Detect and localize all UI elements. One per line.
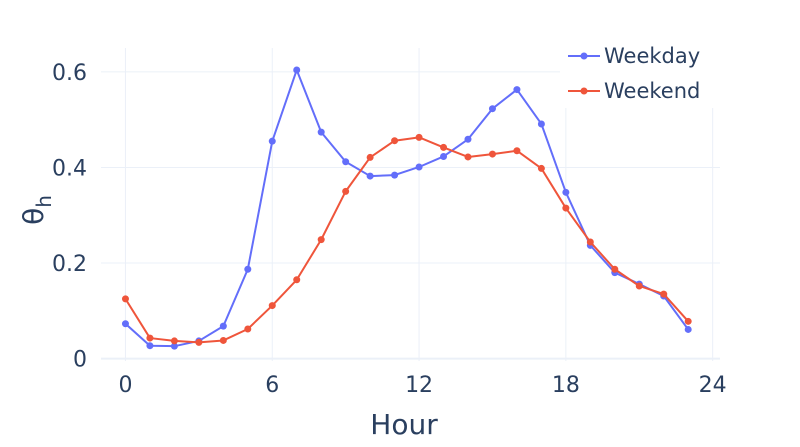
series-layer — [121, 66, 692, 350]
data-point — [293, 66, 301, 74]
data-point — [464, 153, 472, 161]
data-point — [488, 150, 496, 158]
legend-marker — [580, 87, 588, 95]
data-point — [268, 302, 276, 310]
data-point — [611, 265, 619, 273]
data-point — [317, 128, 325, 136]
data-point — [366, 153, 374, 161]
data-point — [440, 143, 448, 151]
data-point — [660, 290, 668, 298]
data-point — [537, 120, 545, 128]
data-point — [342, 187, 350, 195]
series-weekday — [121, 66, 692, 350]
data-point — [513, 147, 521, 155]
series-line — [124, 136, 689, 344]
x-tick-label: 6 — [265, 373, 279, 398]
legend-label: Weekday — [604, 44, 700, 68]
data-point — [684, 325, 692, 333]
y-tick-label: 0.6 — [52, 61, 87, 86]
y-tick-label: 0 — [73, 348, 87, 373]
data-point — [586, 238, 594, 246]
data-point — [146, 342, 154, 350]
legend-background — [560, 36, 725, 108]
series-weekend — [121, 133, 692, 346]
data-point — [391, 137, 399, 145]
data-point — [684, 317, 692, 325]
legend-item-weekend[interactable]: Weekend — [568, 79, 700, 103]
x-tick-label: 24 — [699, 373, 727, 398]
data-point — [219, 336, 227, 344]
x-axis-title: Hour — [370, 408, 438, 441]
data-point — [366, 172, 374, 180]
legend-marker — [580, 52, 588, 60]
y-axis-title: θh — [17, 195, 56, 225]
data-point — [121, 295, 129, 303]
x-tick-label: 12 — [405, 373, 433, 398]
data-point — [146, 334, 154, 342]
data-point — [415, 133, 423, 141]
y-tick-label: 0.2 — [52, 252, 87, 277]
data-point — [244, 325, 252, 333]
data-point — [562, 188, 570, 196]
y-axis-title-sub: h — [32, 195, 56, 208]
data-point — [268, 137, 276, 145]
legend-item-weekday[interactable]: Weekday — [568, 44, 700, 68]
data-point — [513, 86, 521, 94]
data-point — [464, 135, 472, 143]
series-line — [124, 68, 690, 348]
data-point — [121, 320, 129, 328]
data-point — [562, 204, 570, 212]
y-tick-label: 0.4 — [52, 156, 87, 181]
y-axis-title-main: θ — [17, 208, 50, 225]
x-tick-label: 18 — [552, 373, 580, 398]
x-tick-label: 0 — [118, 373, 132, 398]
tick-labels: 0 6 12 18 24 0 0.2 0.4 0.6 — [52, 61, 727, 398]
data-point — [244, 265, 252, 273]
data-point — [317, 236, 325, 244]
data-point — [488, 105, 496, 113]
data-point — [195, 338, 203, 346]
legend-label: Weekend — [604, 79, 700, 103]
data-point — [170, 342, 178, 350]
legend[interactable]: Weekday Weekend — [560, 36, 725, 108]
data-point — [635, 282, 643, 290]
data-point — [391, 171, 399, 179]
data-point — [170, 337, 178, 345]
data-point — [440, 152, 448, 160]
data-point — [293, 276, 301, 284]
data-point — [219, 322, 227, 330]
data-point — [342, 158, 350, 166]
data-point — [537, 164, 545, 172]
data-point — [415, 163, 423, 171]
